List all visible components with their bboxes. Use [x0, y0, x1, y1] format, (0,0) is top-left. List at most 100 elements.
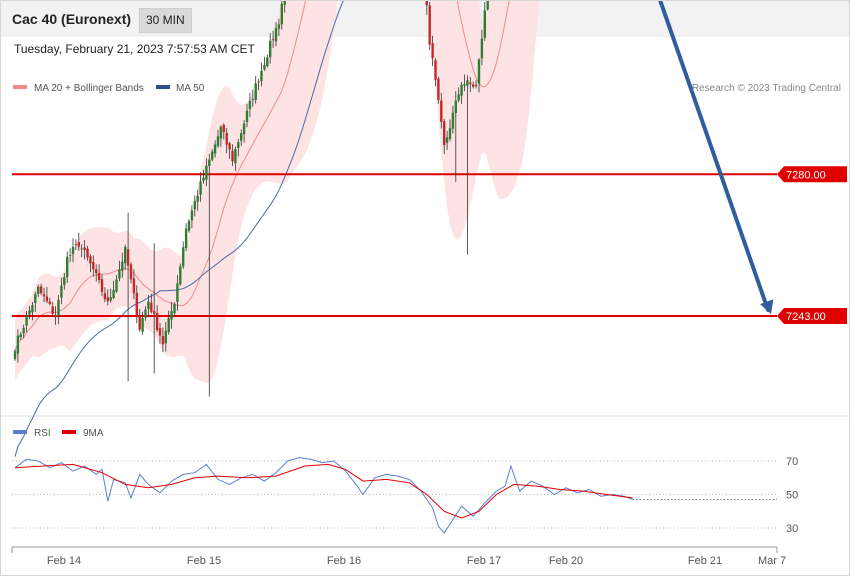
candle-body	[182, 247, 185, 267]
candle-body	[445, 137, 449, 143]
candle-body	[454, 100, 457, 113]
level-labels: 7460.007429.007390.007340.007280.007243.…	[777, 166, 847, 324]
candle-body	[176, 283, 179, 302]
time-axis-label: Feb 17	[467, 555, 501, 567]
candle-body	[231, 150, 234, 162]
candle-body	[135, 293, 138, 317]
candle-body	[45, 296, 49, 302]
candle-body	[150, 302, 153, 312]
level-tag-7280.00	[777, 166, 847, 183]
candle-body	[269, 40, 272, 58]
candle-body	[222, 124, 225, 132]
candle-body	[19, 334, 22, 337]
candle-body	[48, 301, 51, 305]
candle-body	[13, 351, 17, 359]
level-tag-7243.00	[777, 308, 847, 324]
candle-body	[190, 210, 194, 221]
candle-body	[68, 255, 72, 256]
candle-body	[440, 100, 443, 122]
candle-body	[39, 286, 43, 294]
candle-body	[97, 272, 101, 281]
level-label-7243.00: 7243.00	[786, 311, 826, 323]
moving-averages	[14, 1, 510, 457]
candle-body	[71, 247, 75, 254]
rsi-line	[14, 457, 633, 534]
candle-body	[280, 3, 283, 25]
candle-body	[208, 159, 211, 166]
candle-body	[425, 1, 428, 6]
candle-body	[103, 293, 107, 300]
candle-body	[443, 121, 446, 146]
candle-body	[89, 256, 92, 264]
candle-body	[248, 100, 252, 110]
candle-body	[42, 294, 46, 297]
candle-body	[254, 83, 257, 100]
candle-body	[474, 85, 478, 87]
candle-body	[74, 244, 78, 245]
time-axis-label: Feb 20	[549, 555, 583, 567]
credit-text: Research © 2023 Trading Central	[692, 83, 841, 94]
candle-body	[147, 301, 150, 309]
candle-body	[118, 269, 121, 279]
candle-body	[211, 151, 214, 160]
candle-body	[77, 242, 80, 247]
candle-body	[483, 10, 486, 38]
candle-body	[274, 28, 278, 42]
candle-body	[167, 317, 170, 333]
candle-body	[109, 297, 112, 301]
candle-body	[86, 248, 89, 258]
candle-body	[158, 328, 162, 336]
candle-body	[121, 261, 124, 271]
candle-body	[63, 277, 66, 286]
candle-body	[161, 336, 165, 345]
ma20-legend-swatch	[13, 85, 27, 89]
candle-body	[460, 84, 463, 96]
candlesticks	[13, 1, 489, 397]
candle-body	[257, 81, 260, 83]
candle-body	[472, 84, 475, 87]
candle-body	[115, 279, 118, 292]
rsi-legend-label: RSI	[34, 428, 51, 439]
level-label-7280.00: 7280.00	[786, 169, 826, 181]
ma20-line	[14, 1, 510, 352]
chart-title: Cac 40 (Euronext)	[12, 11, 132, 27]
candle-body	[95, 269, 98, 274]
candle-body	[16, 335, 20, 354]
candle-body	[138, 315, 141, 330]
candle-body	[60, 285, 63, 298]
candle-body	[34, 294, 37, 303]
candle-body	[141, 318, 144, 332]
candle-body	[451, 112, 455, 129]
candle-body	[266, 57, 269, 67]
time-axis-label: Feb 15	[187, 555, 221, 567]
ma50-line	[14, 1, 344, 457]
candle-body	[202, 177, 205, 182]
candle-body	[28, 310, 31, 315]
time-axis-label: Feb 21	[688, 555, 722, 567]
candle-body	[213, 144, 217, 154]
candle-body	[216, 136, 220, 146]
candle-body	[477, 59, 481, 84]
candle-body	[466, 80, 469, 86]
timeframe-button[interactable]: 30 MIN	[139, 8, 192, 33]
candle-body	[219, 126, 223, 139]
candle-body	[83, 247, 86, 250]
candle-body	[431, 43, 434, 59]
candle-body	[196, 195, 199, 202]
rsi-ma-line	[14, 463, 633, 519]
candle-body	[448, 128, 452, 139]
candle-body	[245, 110, 249, 122]
candle-body	[51, 306, 54, 314]
candle-body	[153, 311, 156, 314]
candle-body	[228, 143, 231, 150]
candle-body	[155, 313, 159, 330]
candle-body	[437, 78, 440, 101]
time-axis-label: Feb 14	[47, 555, 81, 567]
candle-body	[25, 315, 28, 326]
ma20-legend-label: MA 20 + Bollinger Bands	[34, 83, 144, 94]
time-axis: Feb 14 Feb 15 Feb 16 Feb 17 Feb 20 Feb 21 Mar …	[11, 546, 786, 567]
candle-body	[283, 1, 286, 5]
candle-body	[164, 330, 167, 344]
